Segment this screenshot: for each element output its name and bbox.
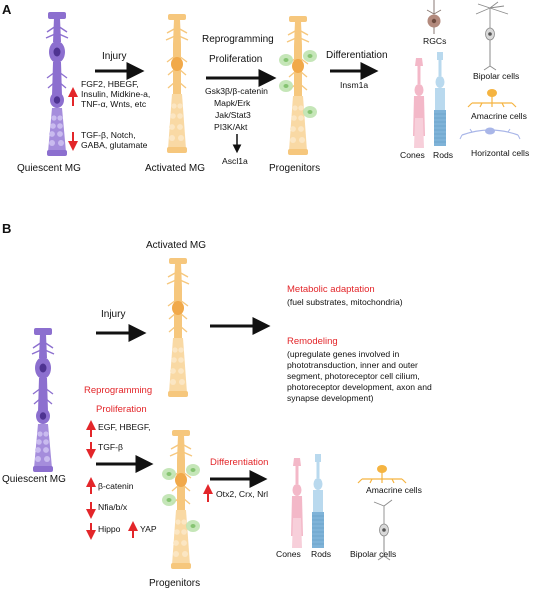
rods-label-b: Rods	[311, 549, 332, 559]
hippo-label: Hippo	[98, 524, 121, 534]
proliferation-label-a: Proliferation	[209, 54, 263, 65]
proliferation-label-b: Proliferation	[96, 404, 147, 415]
pathway-mapk: Mapk/Erk	[214, 98, 251, 108]
cone-cell-b	[291, 458, 303, 548]
up-factor-line-1: FGF2, HBEGF,	[81, 79, 139, 89]
tgf-beta-label: TGF-β	[98, 442, 123, 452]
egf-hbegf-label: EGF, HBEGF,	[98, 422, 151, 432]
progenitor-cell-a	[279, 16, 317, 155]
bipolar-cell-a	[475, 1, 509, 71]
up-factor-line-3: TNF-α, Wnts, etc	[81, 99, 147, 109]
rgc-cell	[426, 0, 442, 34]
beta-catenin-label: β-catenin	[98, 481, 134, 491]
remodeling-desc-5: synapse development)	[287, 393, 374, 403]
progenitors-label-a: Progenitors	[269, 163, 321, 174]
differentiation-label-b: Differentiation	[210, 457, 269, 468]
panel-a-label: A	[2, 2, 12, 17]
down-factor-line-1: TGF-β, Notch,	[81, 130, 136, 140]
insm1a-label: Insm1a	[340, 80, 369, 90]
injury-label-b: Injury	[101, 309, 126, 320]
panel-b-graphics	[31, 257, 407, 569]
differentiation-label-a: Differentiation	[326, 50, 388, 61]
quiescent-mg-label-a: Quiescent MG	[17, 163, 81, 174]
yap-label: YAP	[140, 524, 157, 534]
ascl1a-label: Ascl1a	[222, 156, 248, 166]
amacrine-cell-b	[357, 464, 407, 484]
reprogramming-label-a: Reprogramming	[202, 34, 274, 45]
nfia-label: Nfia/b/x	[98, 502, 128, 512]
activated-mg-label-b: Activated MG	[146, 240, 207, 251]
activated-mg-cell-a	[165, 13, 189, 154]
rod-cell-b	[311, 453, 325, 549]
up-factor-line-2: Insulin, Midkine-a,	[81, 89, 151, 99]
rods-label-a: Rods	[433, 150, 454, 160]
rgcs-label: RGCs	[423, 36, 447, 46]
quiescent-mg-cell-b	[31, 327, 55, 473]
horizontal-label-a: Horizontal cells	[471, 148, 530, 158]
remodeling-desc-1: (upregulate genes involved in	[287, 349, 400, 359]
remodeling-desc-3: segment, photoreceptor cell cilium,	[287, 371, 420, 381]
reprogramming-label-b: Reprogramming	[84, 385, 153, 396]
cones-label-b: Cones	[276, 549, 301, 559]
cones-label-a: Cones	[400, 150, 425, 160]
rod-cell-a	[433, 51, 447, 147]
injury-label-a: Injury	[102, 51, 127, 62]
activated-mg-cell-b	[166, 257, 190, 398]
panel-a-graphics	[45, 0, 521, 157]
bipolar-label-b: Bipolar cells	[350, 549, 397, 559]
amacrine-cell-a	[467, 88, 517, 108]
metabolic-adaptation-desc: (fuel substrates, mitochondria)	[287, 297, 403, 307]
quiescent-mg-cell-a	[45, 11, 69, 157]
amacrine-label-a: Amacrine cells	[471, 111, 527, 121]
pathway-pi3k: PI3K/Akt	[214, 122, 248, 132]
activated-mg-label-a: Activated MG	[145, 163, 206, 174]
remodeling-desc-2: phototransduction, inner and outer	[287, 360, 418, 370]
metabolic-adaptation-title: Metabolic adaptation	[287, 284, 375, 295]
down-factor-line-2: GABA, glutamate	[81, 140, 148, 150]
quiescent-mg-label-b: Quiescent MG	[2, 474, 66, 485]
horizontal-cell-a	[459, 126, 521, 140]
panel-b-label: B	[2, 221, 12, 236]
amacrine-label-b: Amacrine cells	[366, 485, 422, 495]
otx2-label: Otx2, Crx, Nrl	[216, 489, 269, 499]
remodeling-title: Remodeling	[287, 336, 338, 347]
cone-cell-a	[413, 58, 425, 148]
pathway-gsk3b: Gsk3β/β-catenin	[205, 86, 268, 96]
bipolar-cell-b	[373, 499, 393, 561]
pathway-jak: Jak/Stat3	[215, 110, 251, 120]
progenitors-label-b: Progenitors	[149, 578, 201, 589]
remodeling-desc-4: photoreceptor development, axon and	[287, 382, 432, 392]
progenitor-cell-b	[162, 430, 200, 569]
bipolar-label-a: Bipolar cells	[473, 71, 520, 81]
